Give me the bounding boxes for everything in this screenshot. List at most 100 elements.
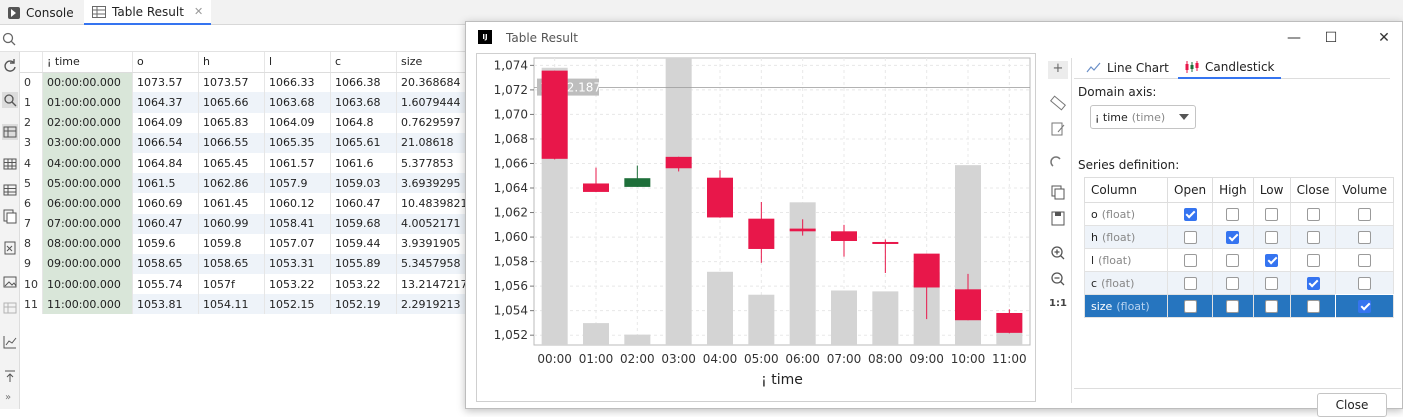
series-checkbox[interactable] xyxy=(1183,207,1197,221)
table-row[interactable]: 2 02:00:00.000 1064.09 1065.83 1064.09 1064.8… xyxy=(20,112,473,133)
table-cell[interactable]: 1058.65 xyxy=(198,253,265,275)
table-cell[interactable]: 13.2147217 xyxy=(396,274,473,295)
volume-bar[interactable] xyxy=(624,334,651,345)
table-cell[interactable]: 1063.68 xyxy=(330,92,397,113)
table-cell[interactable]: 1065.61 xyxy=(330,132,397,153)
table-cell[interactable]: 1060.99 xyxy=(198,213,265,234)
table-row[interactable]: 5 05:00:00.000 1061.5 1062.86 1057.9 1059.03 3… xyxy=(20,173,473,194)
series-checkbox[interactable] xyxy=(1265,253,1279,267)
table-cell[interactable]: 1061.57 xyxy=(264,152,331,174)
table-cell[interactable]: 1061.5 xyxy=(132,173,199,194)
table-cell[interactable]: 1059.6 xyxy=(132,233,199,254)
series-row[interactable]: size (float) xyxy=(1084,293,1395,319)
copy-icon[interactable] xyxy=(1048,184,1068,202)
series-checkbox[interactable] xyxy=(1358,230,1372,244)
candle-body[interactable] xyxy=(831,231,857,241)
image-icon[interactable] xyxy=(2,274,18,290)
table-cell[interactable]: 1066.54 xyxy=(132,132,199,153)
refresh-icon[interactable] xyxy=(2,58,18,74)
series-checkbox[interactable] xyxy=(1358,253,1372,267)
table-cell[interactable]: 1059.44 xyxy=(330,233,397,254)
table-cell[interactable]: 1066.55 xyxy=(198,132,265,153)
table-cell[interactable]: 11:00:00.000 xyxy=(42,294,133,315)
table-cell[interactable]: 5.3457958 xyxy=(396,253,473,275)
table-row[interactable]: 3 03:00:00.000 1066.54 1066.55 1065.35 1065.6… xyxy=(20,132,473,153)
table-cell[interactable]: 1053.22 xyxy=(330,274,397,295)
table-row[interactable]: 1 01:00:00.000 1064.37 1065.66 1063.68 1063.6… xyxy=(20,92,473,113)
grid-icon[interactable] xyxy=(2,156,18,172)
series-checkbox[interactable] xyxy=(1183,230,1197,244)
table-cell[interactable]: 1065.83 xyxy=(198,112,265,133)
table-view-icon[interactable] xyxy=(2,124,18,140)
zoom-out-icon[interactable] xyxy=(1048,270,1068,288)
crosshair-icon[interactable]: + xyxy=(1048,61,1068,79)
series-checkbox[interactable] xyxy=(1183,276,1197,290)
edit-icon[interactable] xyxy=(1048,120,1068,138)
export-excel-icon[interactable] xyxy=(2,240,18,256)
column-header[interactable]: h xyxy=(198,52,265,73)
table-cell[interactable]: 1065.66 xyxy=(198,92,265,113)
table-cell[interactable]: 00:00:00.000 xyxy=(42,72,133,93)
series-row[interactable]: o (float) xyxy=(1084,202,1394,226)
ruler-icon[interactable] xyxy=(1048,94,1068,112)
magnet-icon[interactable] xyxy=(1048,152,1068,170)
table-cell[interactable]: 1065.35 xyxy=(264,132,331,153)
table-cell[interactable]: 1063.68 xyxy=(264,92,331,113)
table-cell[interactable]: 1053.22 xyxy=(264,274,331,295)
table-row[interactable]: 0 00:00:00.000 1073.57 1073.57 1066.33 1066.3… xyxy=(20,72,473,93)
table-cell[interactable]: 5.377853 xyxy=(396,152,473,174)
reset-zoom-icon[interactable]: 1:1 xyxy=(1049,298,1067,309)
candle-body[interactable] xyxy=(583,183,609,192)
maximize-icon[interactable]: ☐ xyxy=(1324,30,1338,46)
table-cell[interactable]: 1073.57 xyxy=(132,72,199,93)
candle-body[interactable] xyxy=(541,70,568,159)
series-checkbox[interactable] xyxy=(1265,276,1279,290)
table-cell[interactable]: 1061.45 xyxy=(198,193,265,214)
series-row[interactable]: l (float) xyxy=(1084,248,1394,272)
series-checkbox[interactable] xyxy=(1226,207,1240,221)
copy-table-icon[interactable] xyxy=(2,208,18,224)
column-header[interactable]: c xyxy=(330,52,397,73)
series-row[interactable]: h (float) xyxy=(1084,225,1394,249)
tab-console[interactable]: Console xyxy=(0,0,82,25)
table-cell[interactable]: 1055.74 xyxy=(132,274,199,295)
series-checkbox[interactable] xyxy=(1358,207,1372,221)
table-cell[interactable]: 10.4839821 xyxy=(396,193,473,214)
table-cell[interactable]: 01:00:00.000 xyxy=(42,92,133,113)
table-cell[interactable]: 1059.8 xyxy=(198,233,265,254)
table-cell[interactable]: 06:00:00.000 xyxy=(42,193,133,214)
series-checkbox[interactable] xyxy=(1306,299,1320,313)
search-toggle-icon[interactable] xyxy=(2,92,18,108)
table-cell[interactable]: 1052.15 xyxy=(264,294,331,315)
table-cell[interactable]: 1064.8 xyxy=(330,112,397,133)
table-cell[interactable]: 3.6939295 xyxy=(396,173,473,194)
candle-body[interactable] xyxy=(872,241,899,244)
table-cell[interactable]: 1052.19 xyxy=(330,294,397,315)
table-cell[interactable]: 1064.09 xyxy=(264,112,331,133)
table-cell[interactable]: 20.368684 xyxy=(396,72,473,93)
table-cell[interactable]: 1065.45 xyxy=(198,152,265,174)
table-cell[interactable]: 10:00:00.000 xyxy=(42,274,133,295)
series-checkbox[interactable] xyxy=(1183,299,1197,313)
table-cell[interactable]: 1073.57 xyxy=(198,72,265,93)
table-row[interactable]: 11 11:00:00.000 1053.81 1054.11 1052.15 1052.… xyxy=(20,294,473,315)
table-cell[interactable]: 2.2919213 xyxy=(396,294,473,315)
series-checkbox[interactable] xyxy=(1226,276,1240,290)
candle-body[interactable] xyxy=(748,218,775,249)
table-cell[interactable]: 1057.07 xyxy=(264,233,331,254)
table-cell[interactable]: 07:00:00.000 xyxy=(42,213,133,234)
save-icon[interactable] xyxy=(1048,210,1068,228)
minimize-icon[interactable]: — xyxy=(1287,30,1301,46)
series-checkbox[interactable] xyxy=(1265,299,1279,313)
series-checkbox[interactable] xyxy=(1306,253,1320,267)
series-checkbox[interactable] xyxy=(1306,276,1320,290)
more-chevron-icon[interactable]: » xyxy=(5,392,12,403)
table-cell[interactable]: 08:00:00.000 xyxy=(42,233,133,254)
table-cell[interactable]: 05:00:00.000 xyxy=(42,173,133,194)
volume-bar[interactable] xyxy=(665,58,692,345)
table-row[interactable]: 6 06:00:00.000 1060.69 1061.45 1060.12 1060.4… xyxy=(20,193,473,214)
series-row[interactable]: c (float) xyxy=(1084,271,1394,295)
table-cell[interactable]: 21.08618 xyxy=(396,132,473,153)
table-cell[interactable]: 1064.09 xyxy=(132,112,199,133)
tab-candlestick[interactable]: Candlestick xyxy=(1178,57,1281,79)
